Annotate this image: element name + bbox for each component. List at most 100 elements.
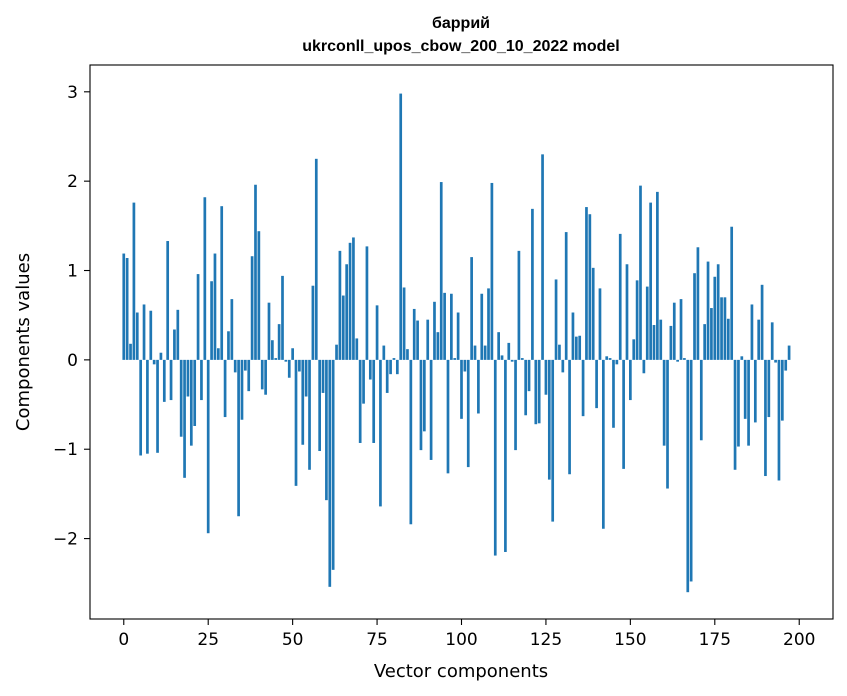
bar-component-27 — [213, 253, 217, 360]
bar-component-18 — [183, 359, 186, 478]
bar-component-22 — [196, 274, 200, 360]
x-tick-label: 200 — [783, 630, 815, 650]
bar-component-76 — [379, 359, 382, 507]
chart-title: баррий — [432, 15, 490, 32]
bar-component-101 — [463, 359, 467, 372]
bar-component-185 — [747, 359, 750, 446]
bar-component-181 — [733, 359, 737, 470]
x-tick-label: 50 — [282, 630, 304, 650]
bar-component-71 — [362, 359, 365, 404]
bar-component-20 — [189, 359, 193, 446]
bar-component-132 — [568, 359, 571, 475]
bar-component-61 — [328, 359, 332, 587]
bar-component-5 — [139, 359, 143, 456]
bar-component-188 — [757, 319, 761, 360]
x-tick-label: 25 — [197, 630, 219, 650]
bar-component-118 — [520, 358, 524, 360]
bar-component-102 — [466, 359, 470, 468]
y-axis-ticks: −2 −1 0 1 2 3 — [53, 83, 90, 550]
bar-component-65 — [341, 295, 345, 360]
bar-component-68 — [352, 237, 355, 360]
bar-component-40 — [257, 231, 261, 360]
bar-component-189 — [760, 284, 764, 360]
bar-component-46 — [277, 324, 281, 360]
bar-component-104 — [473, 345, 477, 360]
bar-component-74 — [372, 359, 376, 443]
bar-component-133 — [571, 312, 575, 360]
bar-component-120 — [527, 359, 531, 392]
bar-component-192 — [770, 322, 774, 360]
bar-component-60 — [325, 359, 328, 501]
y-tick-label: −1 — [53, 440, 78, 460]
bar-component-85 — [409, 359, 413, 525]
bar-component-45 — [274, 358, 278, 360]
bar-component-179 — [726, 318, 730, 360]
bar-component-130 — [561, 359, 565, 373]
bar-component-83 — [402, 287, 406, 360]
bar-component-194 — [777, 359, 781, 481]
y-axis-label: Components values — [13, 253, 34, 431]
bar-component-32 — [230, 299, 234, 360]
bar-component-99 — [456, 312, 460, 360]
bars-group — [122, 93, 791, 593]
x-tick-label: 75 — [366, 630, 388, 650]
bar-component-34 — [237, 359, 240, 517]
bar-component-159 — [659, 319, 663, 360]
bar-component-142 — [601, 359, 605, 529]
bar-component-123 — [537, 359, 541, 424]
bar-component-178 — [723, 297, 727, 360]
bar-component-122 — [534, 359, 538, 425]
bar-component-108 — [487, 288, 490, 360]
bar-component-121 — [531, 208, 534, 360]
bar-component-170 — [696, 247, 700, 360]
bar-component-69 — [355, 338, 359, 360]
bar-component-50 — [291, 348, 294, 360]
bar-component-98 — [453, 358, 457, 360]
bar-component-78 — [385, 359, 389, 393]
x-tick-label: 175 — [699, 630, 731, 650]
y-tick-label: 2 — [67, 172, 78, 192]
bar-component-154 — [642, 359, 646, 374]
bar-component-88 — [419, 359, 423, 451]
bar-component-25 — [206, 359, 210, 534]
bar-component-183 — [740, 356, 744, 360]
bar-component-195 — [780, 359, 784, 421]
bar-component-9 — [152, 359, 156, 365]
bar-component-39 — [254, 184, 257, 360]
bar-component-171 — [699, 359, 703, 441]
bar-component-2 — [129, 343, 132, 360]
bar-component-186 — [750, 304, 754, 360]
bar-component-63 — [335, 344, 338, 360]
bar-component-156 — [649, 202, 652, 360]
bar-component-8 — [149, 310, 153, 360]
bar-component-35 — [240, 359, 244, 420]
bar-component-153 — [639, 185, 642, 360]
bar-component-168 — [689, 359, 693, 582]
bar-component-173 — [706, 261, 710, 360]
bar-component-125 — [544, 359, 548, 395]
bar-component-148 — [622, 359, 625, 469]
bar-component-80 — [392, 358, 396, 360]
bar-component-4 — [135, 312, 139, 360]
bar-component-134 — [574, 336, 578, 360]
y-tick-label: 1 — [67, 262, 78, 282]
bar-component-24 — [203, 197, 207, 360]
bar-component-139 — [591, 267, 595, 360]
bar-component-111 — [497, 332, 500, 360]
bar-component-38 — [250, 256, 254, 360]
bar-component-57 — [314, 158, 318, 360]
bar-component-152 — [635, 280, 639, 360]
bar-component-44 — [271, 340, 274, 360]
bar-component-30 — [223, 359, 227, 418]
bar-component-97 — [450, 293, 453, 360]
bar-component-64 — [338, 250, 342, 360]
bar-component-119 — [524, 359, 528, 416]
bar-component-175 — [713, 276, 717, 360]
bar-component-129 — [558, 344, 561, 360]
bar-component-41 — [260, 359, 264, 390]
bar-component-55 — [308, 359, 311, 470]
bar-component-187 — [753, 359, 757, 423]
bar-component-56 — [311, 285, 315, 360]
bar-component-87 — [416, 320, 419, 360]
